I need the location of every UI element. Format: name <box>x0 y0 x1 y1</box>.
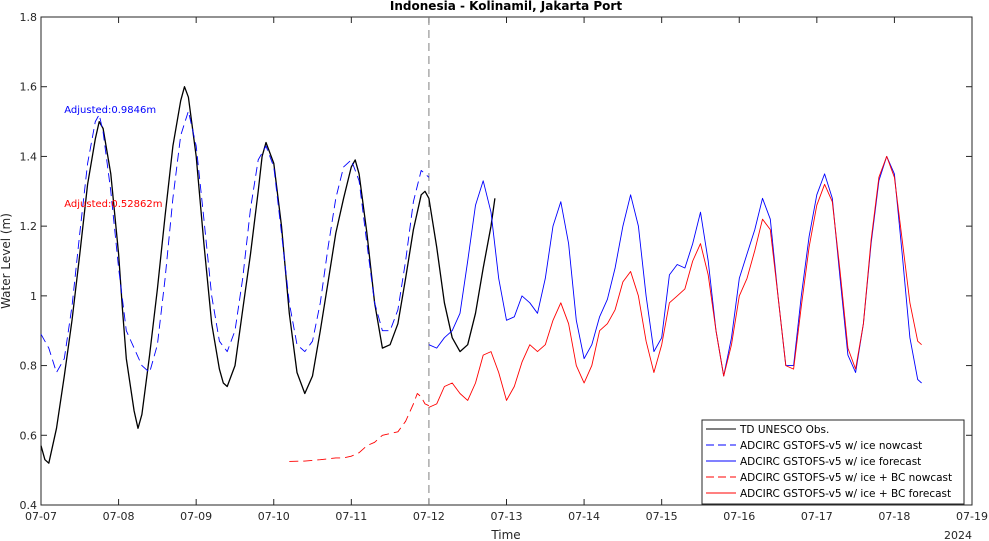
x-tick-label: 07-12 <box>413 510 445 523</box>
legend-label: ADCIRC GSTOFS-v5 w/ ice + BC forecast <box>740 488 951 500</box>
series-line-adcirc-gstofs-v5-w-ice-nowcast <box>40 110 430 373</box>
legend-label: ADCIRC GSTOFS-v5 w/ ice nowcast <box>740 440 922 452</box>
x-tick-label: 07-15 <box>646 510 678 523</box>
series-line-adcirc-gstofs-v5-w-ice-bc-forecast <box>428 155 922 408</box>
series-line-adcirc-gstofs-v5-w-ice-forecast <box>428 155 922 384</box>
y-tick-label: 1.2 <box>20 220 38 233</box>
y-tick-label: 0.4 <box>20 499 38 512</box>
chart-title: Indonesia - Kolinamil, Jakarta Port <box>390 0 622 13</box>
adjustment-annotation: Adjusted:0.52862m <box>64 199 162 210</box>
x-tick-label: 07-11 <box>335 510 367 523</box>
legend-label: TD UNESCO Obs. <box>739 424 829 436</box>
y-tick-label: 1 <box>30 290 37 303</box>
x-tick-label: 07-13 <box>491 510 523 523</box>
year-label: 2024 <box>944 529 972 541</box>
y-tick-label: 1.4 <box>20 150 38 163</box>
x-tick-label: 07-09 <box>180 510 212 523</box>
x-tick-label: 07-14 <box>568 510 600 523</box>
y-tick-label: 1.8 <box>20 11 38 24</box>
x-tick-label: 07-07 <box>25 510 57 523</box>
y-tick-label: 1.6 <box>20 81 38 94</box>
series-line-adcirc-gstofs-v5-w-ice-bc-nowcast <box>289 393 430 462</box>
legend: TD UNESCO Obs. ADCIRC GSTOFS-v5 w/ ice no… <box>701 419 965 505</box>
x-tick-label: 07-10 <box>258 510 290 523</box>
y-axis-label: Water Level (m) <box>0 213 13 309</box>
series-line-td-unesco-obs <box>40 86 496 464</box>
legend-label: ADCIRC GSTOFS-v5 w/ ice + BC nowcast <box>740 472 952 484</box>
y-tick-label: 0.6 <box>20 429 38 442</box>
legend-box <box>701 419 965 505</box>
legend-label: ADCIRC GSTOFS-v5 w/ ice forecast <box>740 456 921 468</box>
x-tick-label: 07-19 <box>956 510 988 523</box>
x-axis-label: Time <box>490 528 520 541</box>
x-tick-label: 07-17 <box>801 510 833 523</box>
x-tick-label: 07-08 <box>103 510 135 523</box>
adjustment-annotation: Adjusted:0.9846m <box>64 105 156 116</box>
y-tick-label: 0.8 <box>20 360 38 373</box>
x-tick-label: 07-18 <box>878 510 910 523</box>
x-tick-label: 07-16 <box>723 510 755 523</box>
plot-area: 07-07 07-08 07-09 07-10 07-11 07-12 07-13 07-14… <box>20 11 988 523</box>
